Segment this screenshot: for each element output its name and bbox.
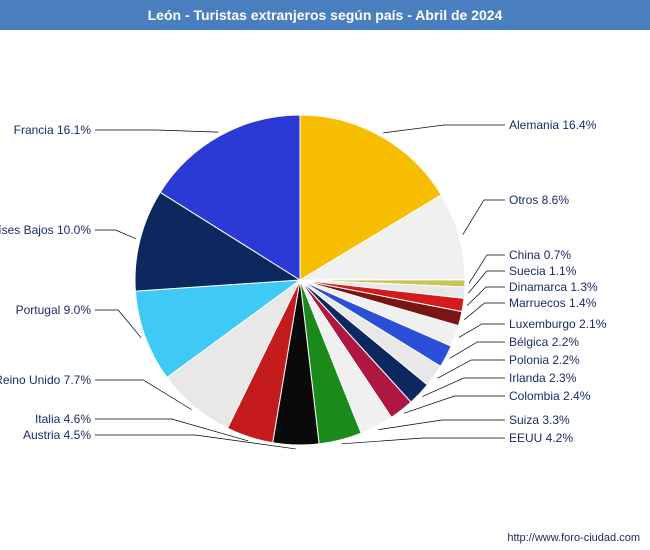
slice-label: Otros 8.6% [509, 193, 569, 207]
leader-line [422, 378, 505, 397]
slice-label: Irlanda 2.3% [509, 371, 577, 385]
chart-area: Alemania 16.4% Otros 8.6% China 0.7% Suecia… [0, 30, 650, 520]
slice-label: EEUU 4.2% [509, 431, 573, 445]
leader-line [438, 360, 505, 378]
slice-label: Alemania 16.4% [509, 118, 597, 132]
pie-chart: Alemania 16.4% Otros 8.6% China 0.7% Suecia… [0, 30, 650, 520]
slice-label: Colombia 2.4% [509, 389, 591, 403]
leader-line [95, 130, 218, 132]
leader-line [379, 420, 505, 430]
leader-line [341, 438, 505, 444]
slice-label: Francia 16.1% [14, 123, 92, 137]
leader-line [450, 342, 505, 358]
leader-line [464, 303, 505, 320]
slice-label: Portugal 9.0% [16, 303, 92, 317]
slice-label: Suiza 3.3% [509, 413, 570, 427]
slice-label: Reino Unido 7.7% [0, 373, 91, 387]
leader-line [95, 310, 141, 338]
slice-label: Italia 4.6% [35, 412, 91, 426]
leader-line [383, 125, 505, 133]
leader-line [469, 255, 505, 283]
slice-label: Dinamarca 1.3% [509, 280, 598, 294]
leader-line [95, 230, 136, 239]
slice-label: Luxemburgo 2.1% [509, 317, 607, 331]
leader-line [469, 271, 505, 293]
slice-label: China 0.7% [509, 248, 571, 262]
slice-label: Austria 4.5% [23, 428, 91, 442]
slice-label: Polonia 2.2% [509, 353, 580, 367]
slice-label: Bélgica 2.2% [509, 335, 579, 349]
leader-line [459, 324, 505, 337]
slice-label: Suecia 1.1% [509, 264, 577, 278]
slice-label: Países Bajos 10.0% [0, 223, 91, 237]
leader-line [404, 396, 505, 413]
page-title: León - Turistas extranjeros según país -… [0, 0, 650, 30]
footer-url: http://www.foro-ciudad.com [507, 532, 640, 544]
slice-label: Marruecos 1.4% [509, 296, 597, 310]
leader-line [463, 200, 505, 235]
